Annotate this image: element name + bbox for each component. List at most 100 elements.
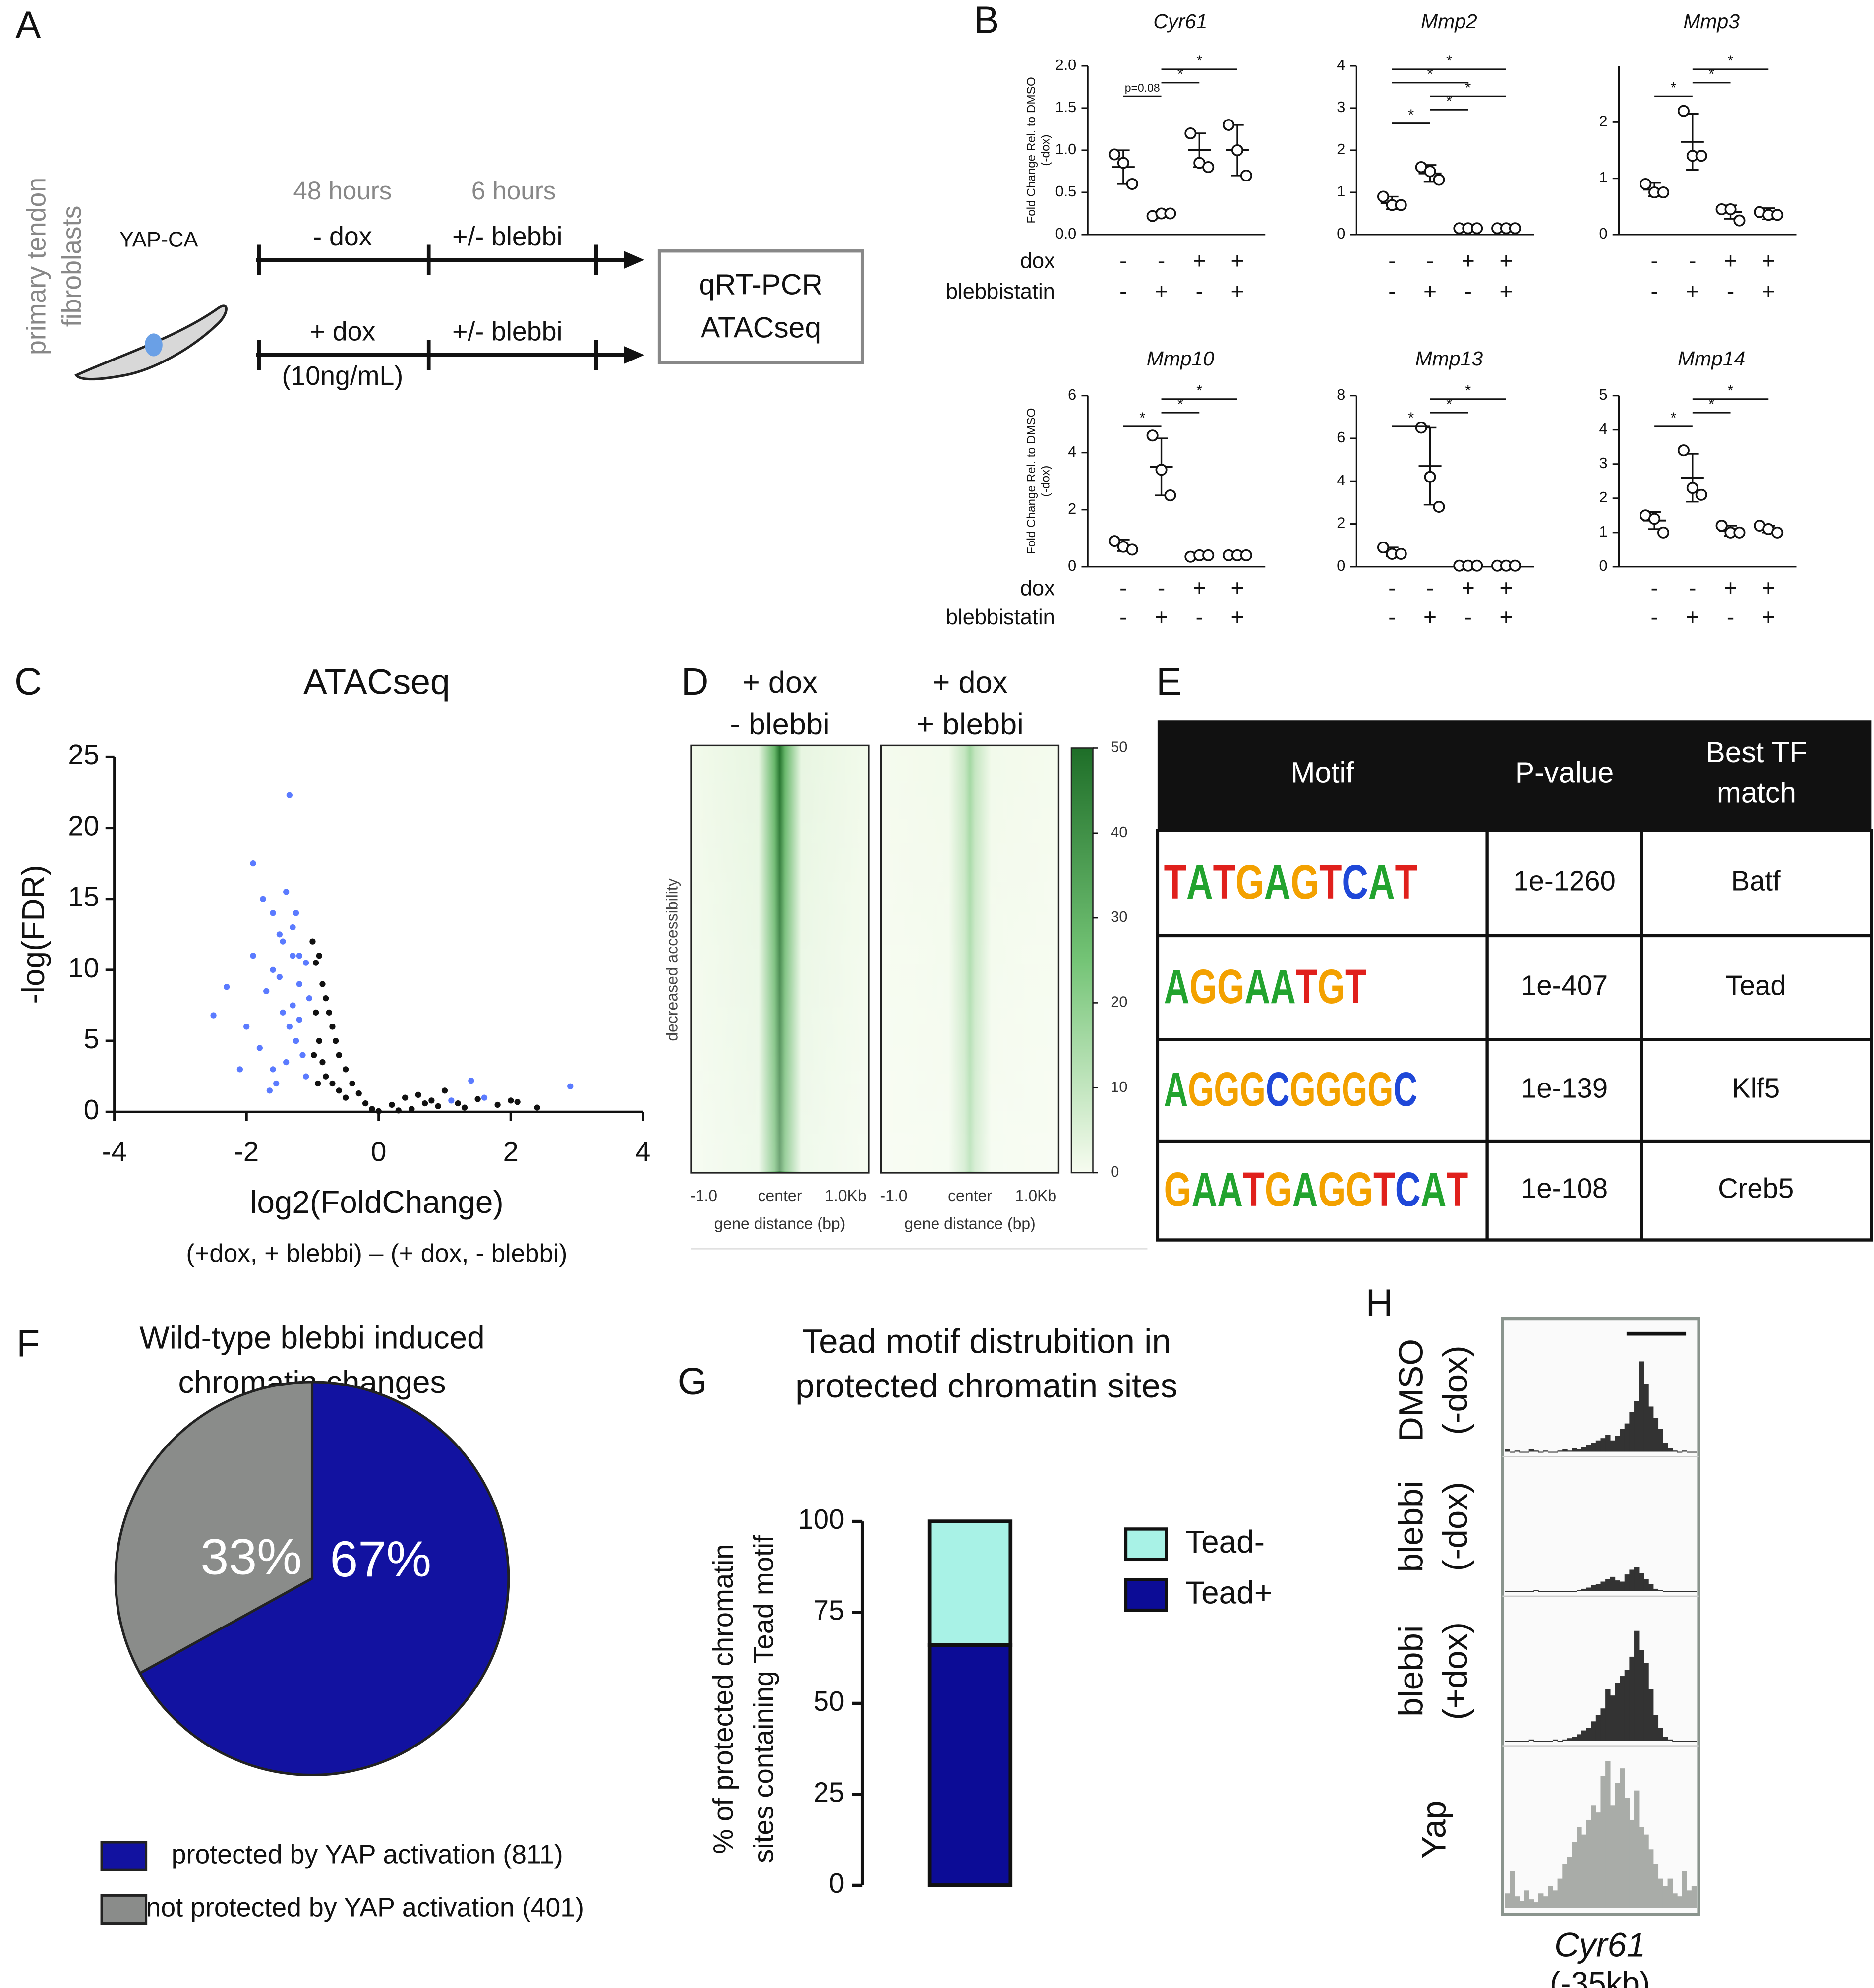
data-point <box>508 1097 514 1104</box>
chart-title: Tead motif distrubition in <box>802 1322 1171 1360</box>
condition-sign: + <box>1193 247 1206 273</box>
x-tick-label: 1.0Kb <box>1015 1187 1056 1205</box>
p-value: 1e-407 <box>1521 970 1608 1001</box>
track-bin <box>1605 1761 1611 1908</box>
y-tick-label: 0 <box>1599 225 1607 242</box>
arrowhead <box>624 251 644 269</box>
track-bin <box>1552 1890 1558 1908</box>
track-bin <box>1677 1451 1683 1453</box>
colorbar-label: 30 <box>1111 908 1127 925</box>
y-tick-label: 0 <box>1068 557 1076 574</box>
y-tick-label: 4 <box>1337 56 1345 73</box>
data-point <box>1640 178 1652 190</box>
track-bin <box>1581 1447 1587 1452</box>
data-point <box>1657 186 1670 199</box>
track-bin <box>1519 1591 1524 1592</box>
y-axis-label: decreased accessibility <box>663 878 681 1041</box>
condition-sign: - <box>1158 247 1165 273</box>
track-bin <box>1552 1451 1558 1453</box>
data-point <box>336 1087 342 1094</box>
duration-label: 48 hours <box>293 177 392 205</box>
plot-title: Mmp2 <box>1421 10 1477 33</box>
track-bin <box>1519 1451 1524 1453</box>
data-point <box>270 1066 276 1073</box>
track-bin <box>1639 1361 1644 1452</box>
condition-sign: + <box>1762 247 1775 273</box>
data-point <box>534 1104 540 1111</box>
data-point <box>236 1066 243 1073</box>
track-bin <box>1620 1676 1625 1741</box>
panel-label: D <box>681 661 708 703</box>
track-label: Yap <box>1415 1801 1453 1859</box>
data-point <box>336 1052 342 1058</box>
data-point <box>273 1080 280 1087</box>
track-bin <box>1581 1730 1587 1741</box>
heatmap-title: + dox <box>933 665 1008 700</box>
track-bin <box>1658 1728 1663 1741</box>
plot-title: Mmp10 <box>1147 347 1215 370</box>
track-bin <box>1510 1741 1515 1742</box>
data-point <box>1657 526 1670 539</box>
data-point <box>329 1080 336 1087</box>
track-bin <box>1586 1728 1591 1741</box>
p-value: 1e-108 <box>1521 1173 1608 1204</box>
condition-sign: + <box>1155 604 1168 630</box>
track-bin <box>1624 1574 1630 1591</box>
track-bin <box>1572 1737 1577 1741</box>
track-bin <box>1662 1886 1668 1908</box>
track-bin <box>1687 1890 1692 1908</box>
arrowhead <box>624 346 644 364</box>
y-tick-label: 100 <box>798 1504 845 1535</box>
data-point <box>290 924 296 931</box>
y-tick-label: 2 <box>1337 140 1345 158</box>
colorbar-label: 10 <box>1111 1078 1127 1095</box>
track-bin <box>1672 1741 1678 1742</box>
y-tick-label: 10 <box>68 952 99 983</box>
data-point <box>1509 222 1521 235</box>
track-bin <box>1624 1423 1630 1452</box>
y-tick-label: 0.0 <box>1055 225 1077 242</box>
track-bin <box>1605 1689 1611 1741</box>
track-bin <box>1600 1581 1606 1591</box>
pie-label: 33% <box>200 1528 302 1585</box>
heatmap-fade <box>882 746 1057 1172</box>
track-label: blebbi <box>1392 1626 1430 1717</box>
significance-label: * <box>1465 381 1471 399</box>
track-label: DMSO <box>1392 1339 1430 1442</box>
panel-label: A <box>15 4 41 47</box>
data-point <box>474 1096 481 1102</box>
significance-label: * <box>1671 409 1677 426</box>
track-bin <box>1682 1450 1687 1452</box>
track-bin <box>1505 1449 1510 1452</box>
plot-title: Cyr61 <box>1153 10 1207 33</box>
data-point <box>315 1080 321 1087</box>
data-point <box>1146 429 1159 442</box>
track-bin <box>1595 1584 1601 1591</box>
track-bin <box>1648 1406 1654 1452</box>
track-bin <box>1687 1741 1692 1742</box>
data-point <box>1724 203 1737 216</box>
track-bin <box>1577 1734 1582 1741</box>
data-point <box>1231 144 1243 156</box>
legend-label: protected by YAP activation (811) <box>172 1839 563 1869</box>
cell-label: primary tendon <box>21 178 51 355</box>
data-point <box>1202 549 1215 561</box>
colorbar-label: 0 <box>1111 1163 1119 1180</box>
data-point <box>286 792 293 798</box>
y-axis-label: sites containing Tead motif <box>748 1535 779 1863</box>
data-point <box>1223 119 1235 131</box>
bar-segment <box>927 1643 1013 1887</box>
data-point <box>270 966 276 973</box>
legend-label: Tead- <box>1185 1524 1265 1560</box>
data-point <box>1677 444 1690 457</box>
track-bin <box>1629 1569 1635 1591</box>
track-bin <box>1629 1819 1635 1908</box>
track-bin <box>1557 1878 1563 1908</box>
track-bin <box>1562 1591 1568 1592</box>
step-label: + dox <box>309 317 375 347</box>
condition-label: dox <box>1020 249 1055 273</box>
track-bin <box>1510 1871 1515 1908</box>
condition-sign: + <box>1155 278 1168 304</box>
data-point <box>1202 161 1215 173</box>
track-bin <box>1533 1590 1539 1591</box>
